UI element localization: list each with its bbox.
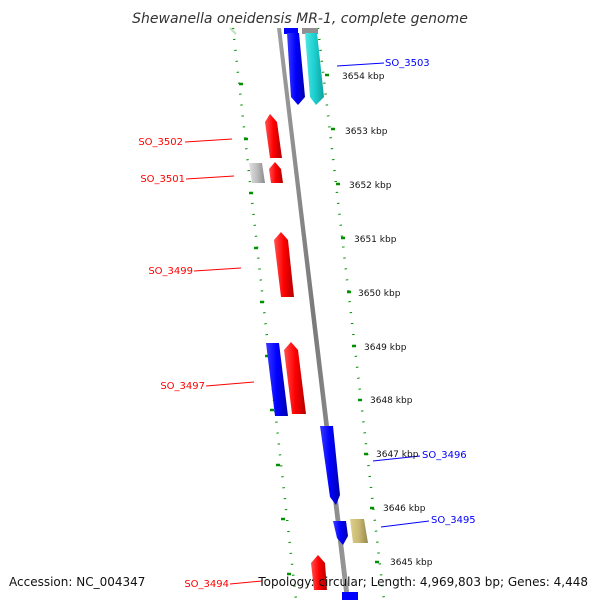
gene-label-so3501[interactable]: SO_3501 bbox=[140, 174, 185, 185]
major-ticks bbox=[239, 73, 379, 576]
gene-so3501 bbox=[269, 162, 283, 183]
ruler-labels: 3654 kbp 3653 kbp 3652 kbp 3651 kbp 3650… bbox=[342, 72, 433, 568]
ruler-label: 3646 kbp bbox=[383, 504, 426, 514]
ruler-label: 3648 kbp bbox=[370, 396, 413, 406]
accession-label: Accession: NC_004347 bbox=[9, 575, 145, 589]
summary-label: Topology: circular; Length: 4,969,803 bp… bbox=[257, 575, 588, 589]
backbone-top-cap bbox=[284, 28, 298, 34]
map-title: Shewanella oneidensis MR-1, complete gen… bbox=[132, 11, 468, 27]
ruler-label: 3649 kbp bbox=[364, 343, 407, 353]
gene-label-so3495[interactable]: SO_3495 bbox=[431, 515, 476, 526]
gene-so3503-blue bbox=[287, 33, 305, 105]
gene-so3499 bbox=[274, 232, 294, 297]
gene-so3495 bbox=[333, 521, 348, 545]
ruler-label: 3650 kbp bbox=[358, 289, 401, 299]
left-tick-track bbox=[231, 27, 298, 600]
gene-so3494 bbox=[311, 555, 327, 590]
gene-so3495-olive bbox=[350, 519, 368, 543]
ruler-label: 3652 kbp bbox=[349, 181, 392, 191]
gene-label-so3494[interactable]: SO_3494 bbox=[184, 579, 229, 590]
gene-label-so3499[interactable]: SO_3499 bbox=[148, 266, 193, 277]
gene-features bbox=[249, 33, 368, 600]
gene-so3496 bbox=[320, 426, 340, 505]
ruler-label: 3651 kbp bbox=[354, 235, 397, 245]
gene-so3501-gray bbox=[249, 163, 265, 183]
ruler-label: 3647 kbp bbox=[376, 450, 419, 460]
backbone-top-cap-gray bbox=[302, 28, 318, 34]
leader-lines bbox=[184, 62, 430, 585]
ruler-label: 3653 kbp bbox=[345, 127, 388, 137]
genome-backbone bbox=[277, 28, 350, 600]
gene-so3497 bbox=[284, 342, 306, 414]
right-tick-track bbox=[316, 27, 386, 600]
ruler-label: 3654 kbp bbox=[342, 72, 385, 82]
gene-label-so3502[interactable]: SO_3502 bbox=[138, 137, 183, 148]
gene-label-so3497[interactable]: SO_3497 bbox=[160, 381, 205, 392]
gene-bottom-blue bbox=[342, 592, 358, 600]
gene-so3503-cyan bbox=[305, 33, 324, 105]
left-track-faint-top bbox=[229, 27, 237, 35]
gene-so3497-blue bbox=[266, 343, 288, 416]
gene-label-so3496[interactable]: SO_3496 bbox=[422, 450, 467, 461]
gene-label-so3503[interactable]: SO_3503 bbox=[385, 58, 430, 69]
ruler-label: 3645 kbp bbox=[390, 558, 433, 568]
gene-labels: SO_3503 SO_3502 SO_3501 SO_3499 SO_3497 … bbox=[138, 58, 475, 590]
gene-so3502 bbox=[265, 114, 282, 158]
